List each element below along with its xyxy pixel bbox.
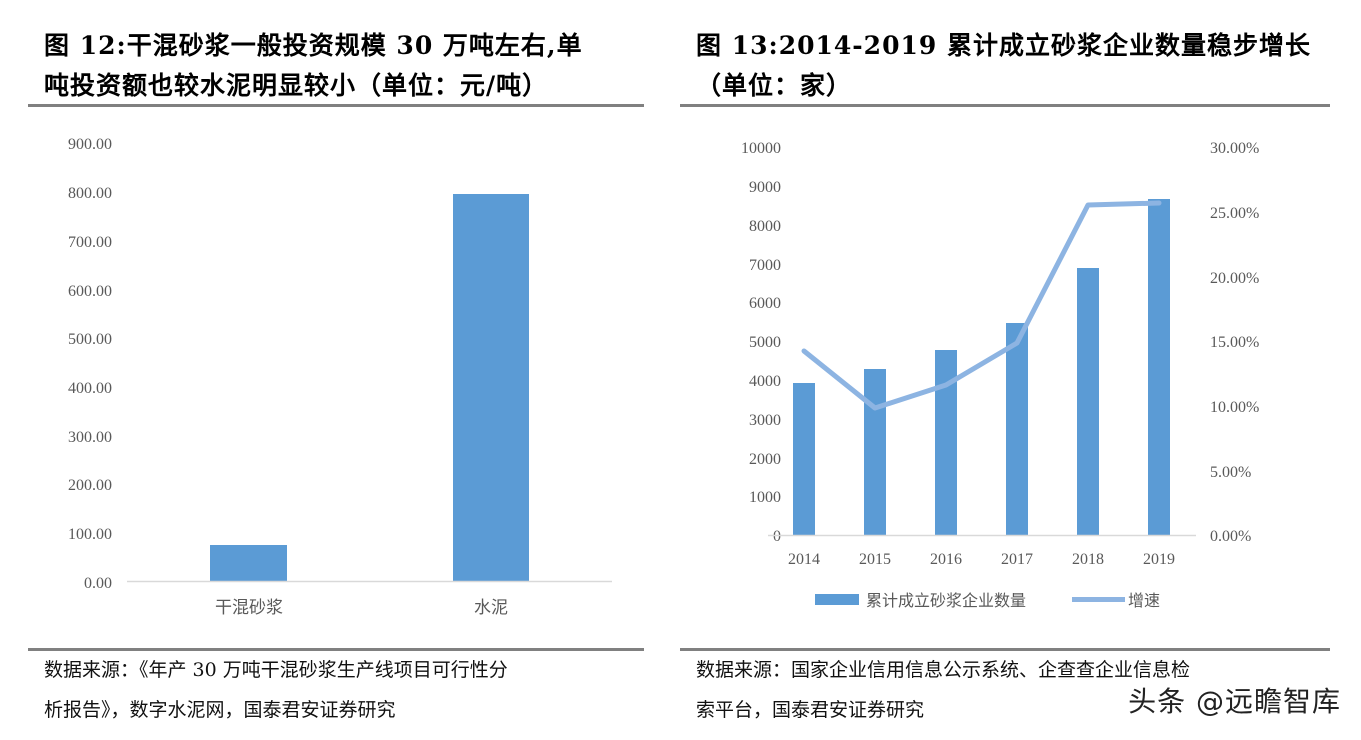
y-right-tick: 10.00% (1210, 399, 1259, 416)
x-label: 干混砂浆 (215, 598, 283, 617)
y-tick: 700.00 (68, 234, 112, 251)
y-left-tick: 2000 (749, 451, 781, 468)
y-left-tick: 8000 (749, 218, 781, 235)
figure-12-chart: 900.00 800.00 700.00 600.00 500.00 400.0… (68, 136, 612, 617)
y-right-tick: 25.00% (1210, 205, 1259, 222)
bar-2016 (935, 350, 957, 535)
y-left-tick: 10000 (741, 140, 781, 157)
legend-bar-swatch (815, 594, 859, 605)
bar-2018 (1077, 268, 1099, 535)
x-label: 2018 (1072, 551, 1104, 568)
source-rule (28, 648, 644, 651)
figure-13-chart: 10000 9000 8000 7000 6000 5000 4000 3000… (741, 140, 1259, 610)
y-left-tick: 4000 (749, 373, 781, 390)
y-left-tick: 7000 (749, 257, 781, 274)
y-right-tick: 0.00% (1210, 528, 1251, 545)
bar-2017 (1006, 323, 1028, 535)
figure-12-title-line1: 图 12:干混砂浆一般投资规模 30 万吨左右,单 (44, 31, 583, 60)
y-right-tick: 30.00% (1210, 140, 1259, 157)
legend-line-label: 增速 (1128, 592, 1160, 610)
title-rule (680, 104, 1330, 107)
y-tick: 800.00 (68, 185, 112, 202)
y-tick: 100.00 (68, 526, 112, 543)
x-label: 2019 (1143, 551, 1175, 568)
y-tick: 400.00 (68, 380, 112, 397)
x-label: 2016 (930, 551, 962, 568)
y-right-tick: 20.00% (1210, 270, 1259, 287)
y-right-tick: 15.00% (1210, 334, 1259, 351)
bar-2014 (793, 383, 815, 535)
y-left-tick: 1000 (749, 489, 781, 506)
y-left-tick: 0 (773, 528, 781, 545)
x-axis-labels: 干混砂浆 水泥 (215, 598, 508, 617)
bar-dry-mortar (210, 545, 287, 581)
legend-bar-label: 累计成立砂浆企业数量 (866, 592, 1026, 610)
x-label: 2014 (788, 551, 820, 568)
bar-2019 (1148, 199, 1170, 535)
figure-12-source-line2: 析报告》，数字水泥网，国泰君安证券研究 (44, 699, 396, 721)
figure-13-source-line2: 索平台，国泰君安证券研究 (696, 699, 925, 721)
y-axis-ticks: 900.00 800.00 700.00 600.00 500.00 400.0… (68, 136, 112, 592)
y-tick: 0.00 (84, 575, 112, 592)
line-series-growth-rate (801, 200, 1162, 411)
y-right-tick: 5.00% (1210, 464, 1251, 481)
watermark: 头条 @远瞻智库 (1128, 685, 1341, 718)
x-label: 2017 (1001, 551, 1033, 568)
y-tick: 900.00 (68, 136, 112, 153)
y-left-axis-ticks: 10000 9000 8000 7000 6000 5000 4000 3000… (741, 140, 781, 545)
bar-cement (453, 194, 529, 581)
y-left-tick: 9000 (749, 179, 781, 196)
x-label: 水泥 (474, 598, 508, 617)
figure-12-source-line1: 数据来源：《年产 30 万吨干混砂浆生产线项目可行性分 (44, 659, 508, 681)
legend: 累计成立砂浆企业数量 增速 (815, 592, 1160, 610)
x-axis-labels: 2014 2015 2016 2017 2018 2019 (788, 551, 1175, 568)
figure-12-title-line2: 吨投资额也较水泥明显较小（单位：元/吨） (44, 71, 549, 100)
source-rule (680, 648, 1330, 651)
y-left-tick: 5000 (749, 334, 781, 351)
title-rule (28, 104, 644, 107)
y-left-tick: 6000 (749, 295, 781, 312)
figure-13-title-line1: 图 13:2014-2019 累计成立砂浆企业数量稳步增长 (696, 31, 1311, 60)
x-label: 2015 (859, 551, 891, 568)
bar-series-enterprise-count (793, 199, 1170, 535)
figure-13-title-line2: （单位：家） (696, 71, 853, 100)
y-right-axis-ticks: 30.00% 25.00% 20.00% 15.00% 10.00% 5.00%… (1210, 140, 1259, 545)
y-tick: 600.00 (68, 283, 112, 300)
bar-2015 (864, 369, 886, 535)
y-left-tick: 3000 (749, 412, 781, 429)
y-tick: 500.00 (68, 331, 112, 348)
figure-13-source-line1: 数据来源：国家企业信用信息公示系统、企查查企业信息检 (696, 659, 1191, 681)
y-tick: 200.00 (68, 477, 112, 494)
y-tick: 300.00 (68, 429, 112, 446)
